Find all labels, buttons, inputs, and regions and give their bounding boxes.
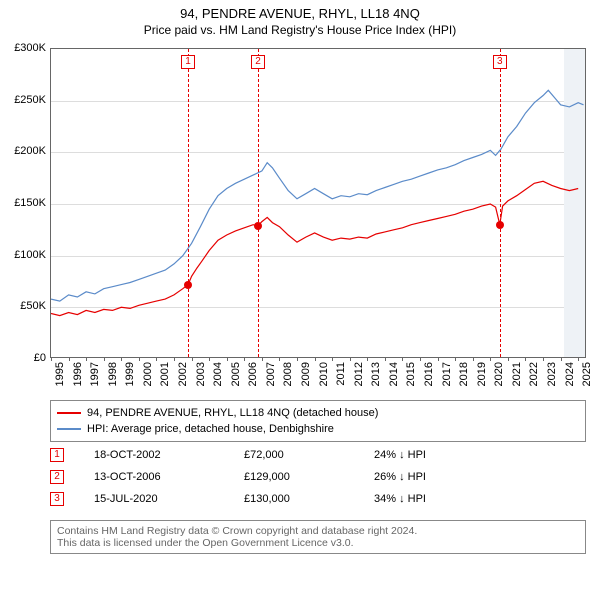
xtick-label: 2018: [458, 362, 470, 386]
sale-row-date: 13-OCT-2006: [94, 471, 244, 483]
line-hpi: [51, 90, 584, 301]
xtick-label: 2023: [546, 362, 558, 386]
legend-label-hpi: HPI: Average price, detached house, Denb…: [87, 423, 334, 435]
footnote-line1: Contains HM Land Registry data © Crown c…: [57, 525, 579, 537]
ytick-label: £100K: [2, 249, 46, 261]
sale-row: 1 18-OCT-2002£72,00024% ↓ HPI: [50, 444, 586, 466]
ytick-label: £50K: [2, 300, 46, 312]
ytick-label: £0: [2, 352, 46, 364]
legend-label-property: 94, PENDRE AVENUE, RHYL, LL18 4NQ (detac…: [87, 407, 378, 419]
xtick-label: 2013: [370, 362, 382, 386]
xtick-label: 2009: [300, 362, 312, 386]
xtick-label: 2020: [493, 362, 505, 386]
xtick-label: 2017: [441, 362, 453, 386]
xtick-label: 2022: [528, 362, 540, 386]
sale-row-diff: 24% ↓ HPI: [374, 449, 586, 461]
xtick-label: 2007: [265, 362, 277, 386]
xtick-label: 2016: [423, 362, 435, 386]
ytick-label: £150K: [2, 197, 46, 209]
legend-item-property: 94, PENDRE AVENUE, RHYL, LL18 4NQ (detac…: [57, 405, 579, 421]
xtick-label: 2011: [335, 362, 347, 386]
footnote: Contains HM Land Registry data © Crown c…: [50, 520, 586, 554]
xtick-label: 2024: [564, 362, 576, 386]
plot-area: 123: [50, 48, 586, 358]
xtick-label: 2003: [195, 362, 207, 386]
sale-row: 3 15-JUL-2020£130,00034% ↓ HPI: [50, 488, 586, 510]
xtick-label: 2004: [212, 362, 224, 386]
xtick-label: 1999: [124, 362, 136, 386]
xtick-label: 2014: [388, 362, 400, 386]
sale-row-date: 15-JUL-2020: [94, 493, 244, 505]
footnote-line2: This data is licensed under the Open Gov…: [57, 537, 579, 549]
sale-row-price: £129,000: [244, 471, 374, 483]
legend-swatch-hpi: [57, 428, 81, 430]
xtick-label: 2021: [511, 362, 523, 386]
legend-item-hpi: HPI: Average price, detached house, Denb…: [57, 421, 579, 437]
line-layer: [51, 49, 587, 359]
ytick-label: £200K: [2, 145, 46, 157]
chart-subtitle: Price paid vs. HM Land Registry's House …: [0, 23, 600, 37]
sale-marker-dot: [184, 281, 192, 289]
sale-row-diff: 34% ↓ HPI: [374, 493, 586, 505]
xtick-label: 2006: [247, 362, 259, 386]
xtick-label: 2012: [353, 362, 365, 386]
xtick-label: 1996: [72, 362, 84, 386]
ytick-label: £250K: [2, 94, 46, 106]
line-property: [51, 181, 578, 315]
sale-row-num: 3: [50, 492, 64, 506]
sale-marker-dot: [496, 221, 504, 229]
legend: 94, PENDRE AVENUE, RHYL, LL18 4NQ (detac…: [50, 400, 586, 442]
xtick-label: 2008: [282, 362, 294, 386]
xtick-label: 2019: [476, 362, 488, 386]
sale-row: 2 13-OCT-2006£129,00026% ↓ HPI: [50, 466, 586, 488]
xtick-label: 2025: [581, 362, 593, 386]
sale-marker-dot: [254, 222, 262, 230]
xtick-label: 1995: [54, 362, 66, 386]
sale-row-diff: 26% ↓ HPI: [374, 471, 586, 483]
sale-row-price: £130,000: [244, 493, 374, 505]
xtick-label: 2010: [318, 362, 330, 386]
sale-row-price: £72,000: [244, 449, 374, 461]
xtick-label: 2001: [159, 362, 171, 386]
xtick-label: 2015: [405, 362, 417, 386]
chart-container: 94, PENDRE AVENUE, RHYL, LL18 4NQ Price …: [0, 0, 600, 590]
xtick-label: 2005: [230, 362, 242, 386]
xtick-label: 2002: [177, 362, 189, 386]
sales-table: 1 18-OCT-2002£72,00024% ↓ HPI 2 13-OCT-2006…: [50, 444, 586, 510]
xtick-label: 1997: [89, 362, 101, 386]
sale-row-date: 18-OCT-2002: [94, 449, 244, 461]
sale-row-num: 2: [50, 470, 64, 484]
xtick-label: 1998: [107, 362, 119, 386]
xtick-label: 2000: [142, 362, 154, 386]
chart-title: 94, PENDRE AVENUE, RHYL, LL18 4NQ: [0, 0, 600, 21]
ytick-label: £300K: [2, 42, 46, 54]
sale-row-num: 1: [50, 448, 64, 462]
legend-swatch-property: [57, 412, 81, 414]
